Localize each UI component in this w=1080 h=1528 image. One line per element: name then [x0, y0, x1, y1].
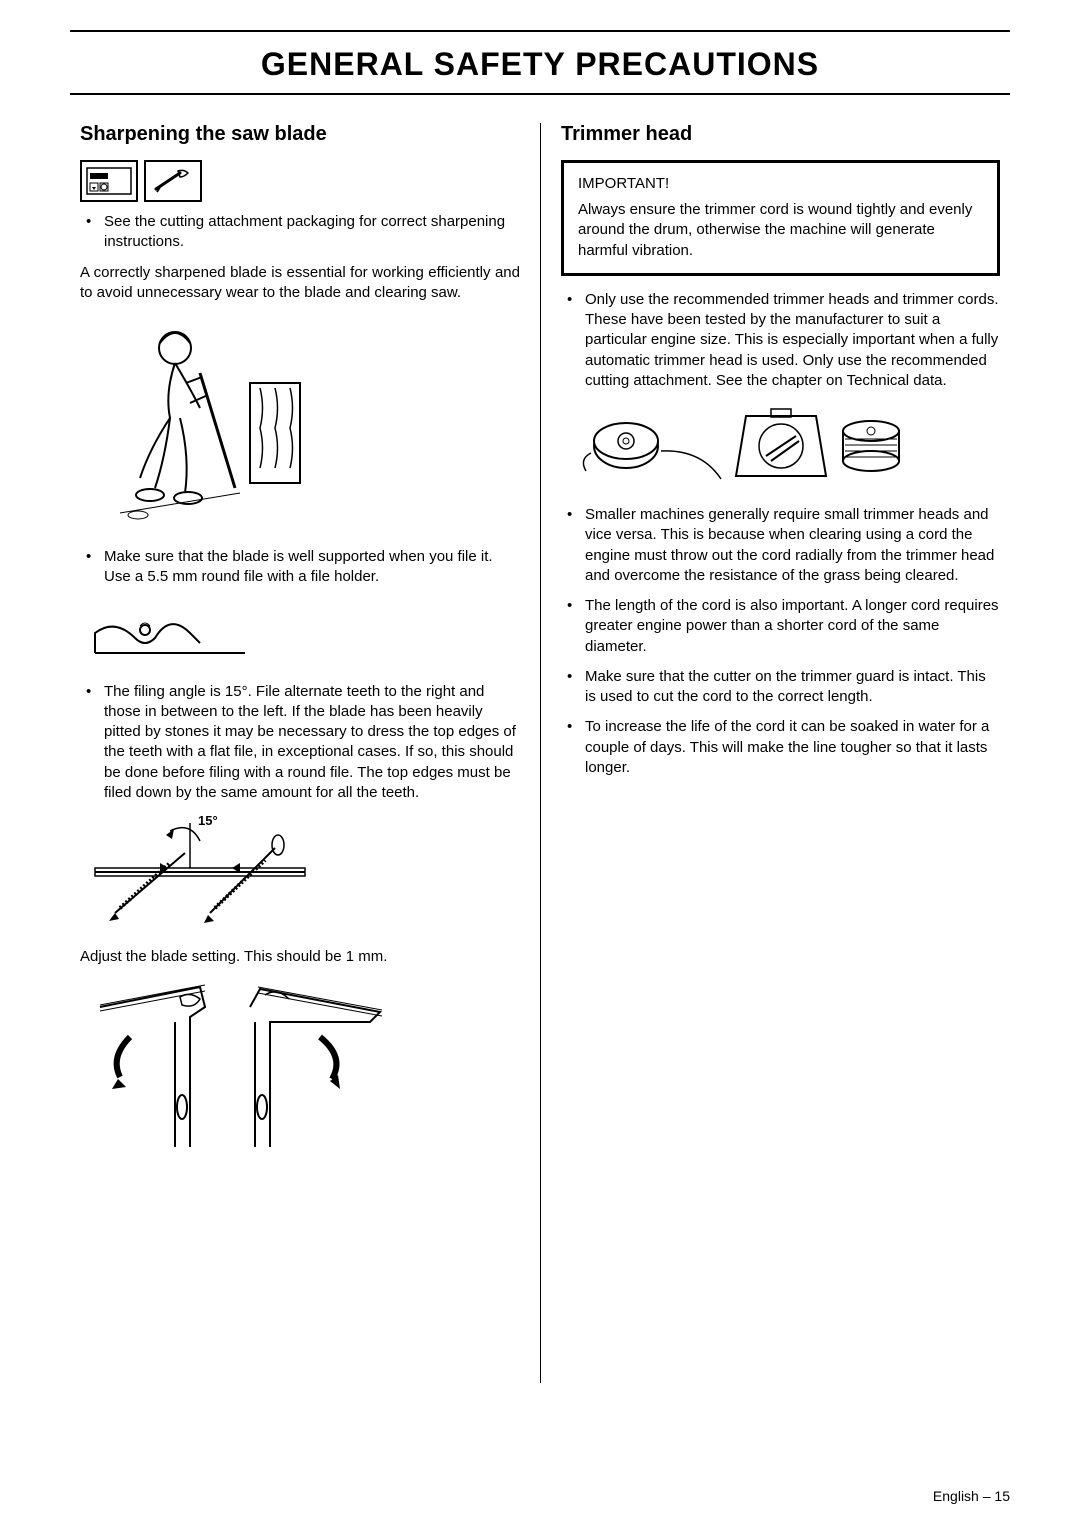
- footer-lang: English: [933, 1488, 979, 1504]
- important-text: Always ensure the trimmer cord is wound …: [578, 200, 983, 261]
- figure-worker: [90, 313, 520, 533]
- figure-trimmer-parts: [571, 401, 1000, 491]
- bullet-item: Make sure that the blade is well support…: [80, 547, 520, 588]
- page-footer: English – 15: [933, 1488, 1010, 1504]
- right-column: Trimmer head IMPORTANT! Always ensure th…: [540, 123, 1010, 1383]
- file-tool-icon: [144, 160, 202, 202]
- right-heading: Trimmer head: [561, 123, 1000, 146]
- bullet-item: The length of the cord is also important…: [561, 596, 1000, 657]
- angle-label: 15°: [198, 813, 218, 828]
- left-bullets-2: Make sure that the blade is well support…: [80, 547, 520, 588]
- left-heading: Sharpening the saw blade: [80, 123, 520, 146]
- bullet-item: The filing angle is 15°. File alternate …: [80, 682, 520, 804]
- bullet-item: Make sure that the cutter on the trimmer…: [561, 667, 1000, 708]
- footer-sep: –: [979, 1488, 995, 1504]
- sharpening-icons: [80, 160, 520, 202]
- left-para1: A correctly sharpened blade is essential…: [80, 263, 520, 304]
- bullet-item: Smaller machines generally require small…: [561, 505, 1000, 586]
- left-bullets-3: The filing angle is 15°. File alternate …: [80, 682, 520, 804]
- right-bullets-1: Only use the recommended trimmer heads a…: [561, 290, 1000, 391]
- left-bullets-1: See the cutting attachment packaging for…: [80, 212, 520, 253]
- important-box: IMPORTANT! Always ensure the trimmer cor…: [561, 160, 1000, 276]
- right-bullets-2: Smaller machines generally require small…: [561, 505, 1000, 778]
- figure-blade-setting: [90, 977, 520, 1177]
- bullet-item: Only use the recommended trimmer heads a…: [561, 290, 1000, 391]
- bullet-item: See the cutting attachment packaging for…: [80, 212, 520, 253]
- manual-icon: [80, 160, 138, 202]
- figure-angle: 15°: [90, 813, 520, 933]
- left-para2: Adjust the blade setting. This should be…: [80, 947, 520, 967]
- footer-page: 15: [994, 1488, 1010, 1504]
- top-rule: [70, 30, 1010, 32]
- content-columns: Sharpening the saw blade: [70, 123, 1010, 1383]
- bullet-item: To increase the life of the cord it can …: [561, 717, 1000, 778]
- left-column: Sharpening the saw blade: [70, 123, 540, 1383]
- important-label: IMPORTANT!: [578, 175, 983, 192]
- page-title: GENERAL SAFETY PRECAUTIONS: [70, 40, 1010, 93]
- figure-file-profile: [90, 598, 520, 668]
- title-underline: [70, 93, 1010, 95]
